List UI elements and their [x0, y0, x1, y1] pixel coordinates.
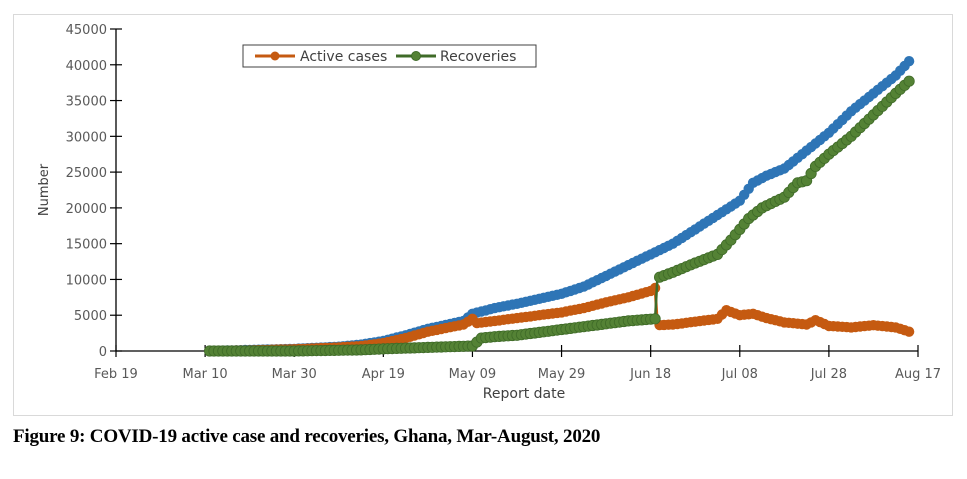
axes: 0 5000 10000 15000 20000 25000 30000 35000 40000…	[66, 23, 941, 382]
chart-frame	[13, 14, 953, 416]
y-tick-label: 20000	[66, 202, 107, 217]
y-tick-label: 0	[99, 345, 107, 360]
y-tick-label: 5000	[74, 309, 107, 324]
x-tick-label: Apr 19	[362, 367, 405, 382]
x-tick-label: May 29	[538, 367, 586, 382]
legend-box	[242, 44, 537, 68]
x-tick-label: Mar 30	[272, 367, 317, 382]
line-chart: 0 5000 10000 15000 20000 25000 30000 35000 40000…	[37, 23, 941, 402]
legend-marker-recoveries-dot	[411, 51, 421, 61]
x-tick-label: Aug 17	[895, 367, 941, 382]
x-tick-label: May 09	[449, 367, 497, 382]
legend: Active cases Recoveries	[242, 44, 537, 68]
y-tick-label: 45000	[66, 23, 107, 38]
figure-caption: Figure 9: COVID-19 active case and recov…	[13, 426, 601, 447]
x-tick-label: Feb 19	[94, 367, 138, 382]
series-layer	[204, 56, 915, 357]
y-tick-label: 15000	[66, 238, 107, 253]
legend-marker-active-cases-dot	[270, 51, 280, 61]
series-line	[209, 60, 911, 353]
y-tick-label: 25000	[66, 166, 107, 181]
data-point	[903, 326, 915, 337]
y-tick-label: 40000	[66, 59, 107, 74]
legend-label-recoveries: Recoveries	[440, 49, 516, 65]
y-tick-label: 35000	[66, 95, 107, 110]
x-tick-label: Mar 10	[183, 367, 228, 382]
data-point	[649, 282, 661, 294]
data-point	[903, 75, 915, 87]
series-recoveries	[204, 75, 915, 357]
y-tick-label: 30000	[66, 130, 107, 145]
x-tick-label: Jul 28	[810, 367, 847, 382]
data-point	[649, 313, 661, 325]
y-axis-label: Number	[37, 163, 52, 216]
y-tick-label: 10000	[66, 273, 107, 288]
x-axis-label: Report date	[483, 386, 565, 402]
x-tick-label: Jun 18	[629, 367, 671, 382]
legend-label-active-cases: Active cases	[300, 49, 387, 65]
x-tick-label: Jul 08	[721, 367, 758, 382]
data-point	[903, 56, 915, 67]
